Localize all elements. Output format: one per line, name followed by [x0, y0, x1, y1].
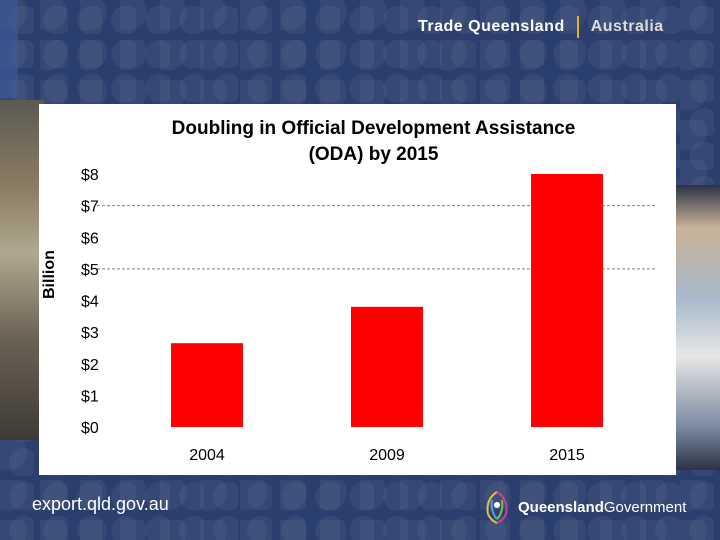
bar-2004: [171, 343, 243, 427]
bar-2015: [531, 174, 603, 427]
government-name: QueenslandGovernment: [518, 499, 686, 516]
brand-separator: [576, 16, 579, 38]
y-tick-label: $0: [81, 420, 99, 437]
y-tick-label: $8: [81, 167, 99, 184]
brand-country: Australia: [590, 18, 664, 36]
government-crest-icon: [486, 491, 508, 524]
bar-chart: $0 $1 $2 $3 $4 $5 $6 $7 $8 2004 2009 2015: [81, 167, 657, 464]
y-tick-label: $2: [81, 357, 99, 374]
chart-title: Doubling in Official Development Assista…: [39, 116, 676, 168]
bar-2009: [351, 306, 423, 427]
x-tick-label: 2004: [189, 447, 225, 464]
y-tick-label: $5: [81, 262, 99, 279]
brand-header: Trade Queensland Australia: [418, 16, 664, 38]
y-tick-label: $4: [81, 294, 99, 311]
decorative-strip: [0, 0, 18, 98]
y-tick-label: $6: [81, 230, 99, 247]
y-tick-label: $7: [81, 199, 99, 216]
queensland-government-logo: QueenslandGovernment: [482, 490, 686, 524]
chart-title-line1: Doubling in Official Development Assista…: [171, 118, 576, 139]
background-photo-left: [0, 100, 44, 440]
y-tick-label: $1: [81, 388, 99, 405]
government-name-rest: Government: [603, 498, 687, 516]
footer-url[interactable]: export.qld.gov.au: [32, 494, 169, 514]
chart-panel: Doubling in Official Development Assista…: [39, 104, 676, 475]
brand-name: Trade Queensland: [418, 18, 565, 36]
background-photo-right: [676, 185, 720, 470]
y-tick-label: $3: [81, 325, 99, 342]
chart-title-line2: (ODA) by 2015: [308, 144, 439, 165]
government-name-bold: Queensland: [518, 498, 604, 516]
x-tick-label: 2009: [369, 447, 405, 464]
x-tick-label: 2015: [549, 447, 585, 464]
